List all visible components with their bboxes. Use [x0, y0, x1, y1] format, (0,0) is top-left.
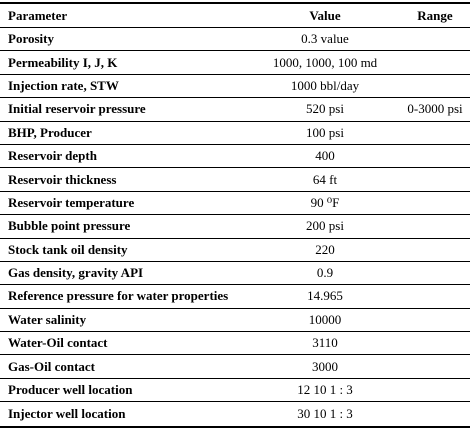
parameter-cell: Permeability I, J, K	[8, 54, 118, 70]
value-cell: 3000	[312, 358, 338, 374]
table-row: Water-Oil contact 3110	[0, 332, 470, 356]
parameter-cell: Porosity	[8, 31, 54, 47]
range-cell: 0-3000 psi	[407, 101, 463, 117]
table-row: Producer well location 12 10 1 : 3	[0, 379, 470, 403]
parameter-cell: Water-Oil contact	[8, 335, 108, 351]
parameter-cell: Reference pressure for water properties	[8, 288, 229, 304]
value-cell: 90 ⁰F	[310, 194, 340, 210]
parameter-cell: Gas-Oil contact	[8, 358, 96, 374]
parameter-cell: Reservoir depth	[8, 148, 97, 164]
table-body: Porosity 0.3 value Permeability I, J, K 100…	[0, 28, 470, 426]
parameter-cell: Stock tank oil density	[8, 241, 128, 257]
table-header-row: Parameter Value Range	[0, 4, 470, 28]
value-cell: 200 psi	[306, 218, 344, 234]
parameter-cell: Bubble point pressure	[8, 218, 131, 234]
value-cell: 10000	[308, 311, 342, 327]
parameter-cell: Water salinity	[8, 311, 87, 327]
value-cell: 400	[315, 148, 335, 164]
parameter-cell: Reservoir thickness	[8, 171, 117, 187]
value-cell: 1000, 1000, 100 md	[272, 54, 378, 70]
table-row: Reservoir thickness 64 ft	[0, 168, 470, 192]
value-cell: 1000 bbl/day	[290, 77, 360, 93]
value-cell: 0.9	[316, 265, 334, 281]
value-cell: 3110	[312, 335, 338, 351]
parameter-cell: Gas density, gravity API	[8, 265, 144, 281]
table-row: Bubble point pressure 200 psi	[0, 215, 470, 239]
table-row: Reference pressure for water properties 1…	[0, 285, 470, 309]
table-row: Injector well location 30 10 1 : 3	[0, 402, 470, 425]
parameter-cell: Initial reservoir pressure	[8, 101, 146, 117]
value-cell: 220	[315, 241, 335, 257]
value-cell: 0.3 value	[301, 31, 349, 47]
value-cell: 14.965	[307, 288, 343, 304]
table-row: Water salinity 10000	[0, 309, 470, 333]
header-value: Value	[309, 7, 341, 23]
value-cell: 520 psi	[306, 101, 344, 117]
table-row: Injection rate, STW 1000 bbl/day	[0, 75, 470, 99]
header-parameter: Parameter	[8, 7, 68, 23]
parameter-cell: BHP, Producer	[8, 124, 92, 140]
parameter-cell: Reservoir temperature	[8, 194, 135, 210]
value-cell: 64 ft	[312, 171, 338, 187]
table-row: Reservoir temperature 90 ⁰F	[0, 192, 470, 216]
table-row: Stock tank oil density 220	[0, 239, 470, 262]
table-row: Gas density, gravity API 0.9	[0, 262, 470, 286]
parameter-cell: Injection rate, STW	[8, 77, 119, 93]
parameter-cell: Producer well location	[8, 382, 133, 398]
value-cell: 100 psi	[306, 124, 344, 140]
parameter-cell: Injector well location	[8, 405, 126, 421]
table-row: Permeability I, J, K 1000, 1000, 100 md	[0, 51, 470, 75]
table-row: BHP, Producer 100 psi	[0, 122, 470, 145]
header-range: Range	[417, 7, 453, 23]
table-row: Reservoir depth 400	[0, 145, 470, 169]
value-cell: 30 10 1 : 3	[297, 405, 353, 421]
table-row: Gas-Oil contact 3000	[0, 355, 470, 379]
value-cell: 12 10 1 : 3	[297, 382, 353, 398]
table-row: Porosity 0.3 value	[0, 28, 470, 52]
table-row: Initial reservoir pressure 520 psi 0-3000 …	[0, 98, 470, 122]
